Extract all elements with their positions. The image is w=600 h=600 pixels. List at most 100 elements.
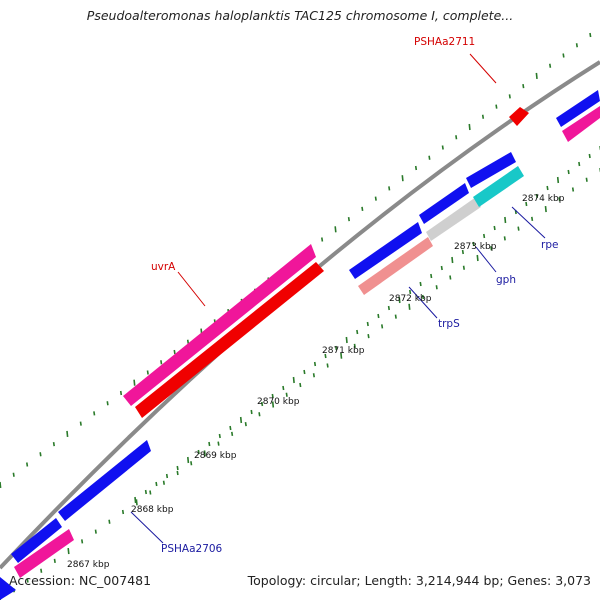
feature-gene-2868[interactable] [58, 440, 151, 521]
ruler-tick [495, 104, 498, 109]
kbp-label: 2874 kbp [522, 194, 565, 204]
ruler-tick [303, 369, 306, 375]
feature-uvra[interactable] [135, 262, 324, 418]
kbp-label: 2871 kbp [322, 346, 365, 356]
ruler-tick [367, 333, 370, 339]
ruler-tick [366, 321, 369, 327]
ruler-tick [106, 401, 109, 406]
kbp-label: 2869 kbp [194, 451, 237, 461]
feature-uvra-outer[interactable] [123, 244, 316, 406]
gene-labels: PSHAa2711 uvrA rpe gph trpS PSHAa2706 [151, 36, 558, 555]
ruler-tick [546, 185, 549, 191]
ruler-tick [0, 481, 2, 489]
ruler-tick [394, 314, 397, 319]
accession-label: Accession: NC_007481 [9, 573, 152, 588]
feature-gene-2867[interactable] [11, 518, 62, 563]
ruler-tick [271, 393, 274, 399]
kbp-label: 2873 kbp [454, 242, 497, 252]
ruler-tick [481, 114, 485, 119]
ruler-tick [522, 83, 525, 89]
ruler-tick [476, 254, 479, 262]
ruler-tick [544, 206, 547, 213]
feature-gene-2867-pink[interactable] [14, 529, 74, 578]
ruler-tick [239, 416, 243, 424]
feature-gph[interactable] [426, 197, 481, 241]
ruler-tick [258, 412, 261, 417]
ruler-tick [449, 275, 452, 280]
leader-uvra [177, 271, 206, 307]
ruler-tick [571, 187, 575, 192]
ruler-tick [229, 425, 232, 431]
ruler-tick [461, 249, 464, 255]
ruler-tick [218, 433, 221, 439]
ruler-tick [549, 63, 552, 68]
ruler-tick [414, 165, 418, 171]
gene-label-trps[interactable]: trpS [438, 318, 460, 330]
ruler-tick [53, 558, 56, 564]
leader-rpe [511, 206, 546, 239]
ruler-tick [173, 349, 176, 355]
ruler-tick [503, 236, 506, 241]
ruler-tick [176, 465, 179, 471]
feature-gph-blue[interactable] [419, 183, 469, 224]
ruler-tick [353, 343, 356, 349]
ruler-tick [517, 226, 520, 231]
gene-label-uvra[interactable]: uvrA [151, 261, 176, 273]
ruler-tick [377, 313, 380, 319]
ruler-tick [525, 201, 528, 207]
ruler-tick [335, 345, 338, 351]
ruler-tick [535, 193, 538, 199]
ruler-tick [558, 197, 561, 202]
ruler-tick [381, 324, 384, 329]
ruler-tick [165, 473, 169, 479]
leader-pshaa2706 [130, 511, 164, 544]
ruler-tick [334, 226, 337, 233]
ruler-tick [575, 43, 578, 48]
ruler-tick [162, 480, 165, 485]
ruler-tick [313, 361, 317, 367]
ruler-tick [285, 392, 288, 397]
ruler-tick [588, 153, 591, 159]
ruler-tick [146, 370, 149, 375]
feature-pshaa2711[interactable] [509, 107, 529, 126]
feature-trps-blue[interactable] [349, 222, 422, 279]
ruler-tick [462, 265, 465, 270]
ruler-tick [324, 353, 327, 359]
leader-gph [475, 246, 497, 273]
ruler-tick [94, 529, 97, 534]
gene-label-gph[interactable]: gph [496, 274, 516, 286]
ruler-tick [347, 216, 350, 222]
feature-edge-blue[interactable] [556, 90, 600, 127]
ruler-tick [244, 421, 247, 427]
kbp-label: 2870 kbp [257, 397, 300, 407]
ruler-tick [585, 177, 588, 182]
ruler-tick [468, 123, 471, 131]
corner-arrow-icon[interactable] [0, 577, 16, 600]
ruler-tick [472, 241, 475, 247]
feature-trps[interactable] [358, 237, 433, 295]
ruler-tick [160, 360, 163, 365]
feature-rpe-blue[interactable] [466, 152, 516, 188]
ruler-tick [119, 390, 123, 396]
gene-label-rpe[interactable]: rpe [541, 239, 558, 251]
kbp-label: 2867 kbp [67, 560, 110, 570]
ruler-tick [79, 421, 82, 426]
ruler-tick [271, 401, 275, 408]
map-title: Pseudoalteromonas haloplanktis TAC125 ch… [86, 8, 514, 23]
gene-label-pshaa2706[interactable]: PSHAa2706 [161, 543, 223, 555]
ruler-tick [493, 225, 496, 231]
ruler-tick [440, 265, 443, 271]
label-leaders [130, 53, 546, 544]
ruler-tick [321, 237, 324, 242]
ruler-tick [419, 281, 422, 287]
feature-edge-pink[interactable] [562, 106, 600, 142]
gene-label-pshaa2711[interactable]: PSHAa2711 [414, 36, 475, 48]
feature-rpe[interactable] [473, 166, 524, 207]
ruler-tick [562, 53, 565, 58]
leader-pshaa2711 [469, 53, 497, 84]
ruler-tick [261, 401, 264, 407]
ruler-tick [435, 285, 438, 290]
ruler-tick [356, 329, 359, 335]
ruler-tick [144, 489, 147, 495]
ruler-tick [428, 155, 431, 160]
